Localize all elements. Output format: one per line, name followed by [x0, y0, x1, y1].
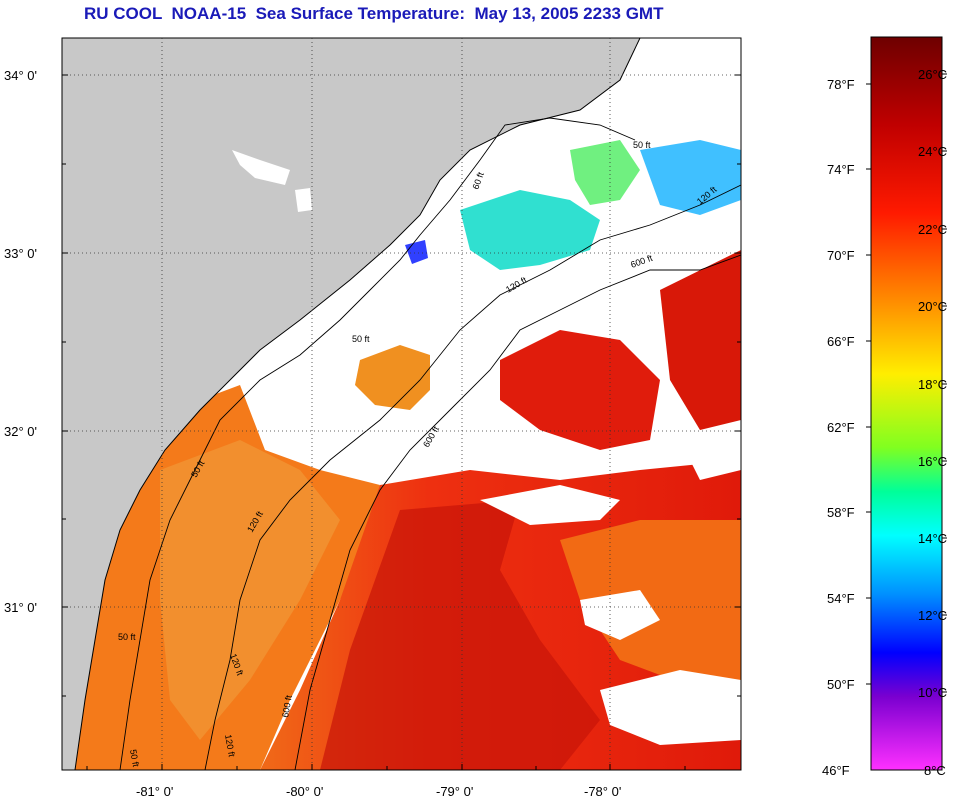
c-label: 14°C — [918, 531, 947, 546]
contour-120ft — [204, 184, 741, 770]
c-label: 24°C — [918, 144, 947, 159]
land-mass — [62, 38, 640, 770]
lat-label-33: 33° 0' — [4, 246, 37, 261]
colorbar-gradient — [870, 36, 943, 771]
inland-lake-2 — [295, 188, 312, 212]
fahrenheit-labels: 78°F 74°F 70°F 66°F 62°F 58°F 54°F 50°F … — [822, 77, 855, 778]
bathymetry-contours — [119, 117, 741, 770]
c-label: 10°C — [918, 685, 947, 700]
lon-label-81: -81° 0' — [136, 784, 173, 799]
lat-label-32: 32° 0' — [4, 424, 37, 439]
inshore-warm-band — [160, 440, 340, 740]
c-label: 22°C — [918, 222, 947, 237]
lon-label-78: -78° 0' — [584, 784, 621, 799]
f-label: 74°F — [827, 162, 855, 177]
map-title: RU COOL NOAA-15 Sea Surface Temperature:… — [84, 4, 664, 23]
orange-patch-midshelf — [355, 345, 430, 410]
c-label: 12°C — [918, 608, 947, 623]
f-label: 62°F — [827, 420, 855, 435]
contour-label: 50 ft — [352, 334, 370, 344]
cloud-patches — [420, 280, 741, 745]
c-label: 16°C — [918, 454, 947, 469]
f-label: 70°F — [827, 248, 855, 263]
contour-label: 600 ft — [280, 694, 294, 718]
longitude-labels: -81° 0' -80° 0' -79° 0' -78° 0' — [136, 784, 621, 799]
lat-label-31: 31° 0' — [4, 600, 37, 615]
cold-water-patch-2 — [570, 140, 640, 205]
cold-water-patch-3 — [640, 140, 741, 215]
contour-label: 120 ft — [223, 734, 237, 758]
colorbar-ticks — [866, 73, 947, 693]
lat-label-34: 34° 0' — [4, 68, 37, 83]
cold-water-patch — [460, 190, 600, 270]
c-label: 26°C — [918, 67, 947, 82]
contour-label: 50 ft — [128, 749, 141, 768]
lon-label-79: -79° 0' — [436, 784, 473, 799]
core-dark-region — [320, 500, 600, 770]
coastline — [74, 38, 641, 770]
lon-label-80: -80° 0' — [286, 784, 323, 799]
contour-label: 50 ft — [118, 632, 136, 642]
c-label: 8°C — [924, 763, 946, 778]
map-border — [61, 37, 742, 771]
f-label: 66°F — [827, 334, 855, 349]
tick-marks — [62, 74, 741, 770]
c-label: 18°C — [918, 377, 947, 392]
celsius-labels: 26°C 24°C 22°C 20°C 18°C 16°C 14°C 12°C … — [918, 67, 947, 778]
map-panel — [62, 38, 741, 770]
gulf-stream-offshore-patch — [500, 330, 660, 450]
c-label: 20°C — [918, 299, 947, 314]
gulf-stream-offshore-patch-2 — [660, 250, 741, 430]
f-label: 50°F — [827, 677, 855, 692]
f-label: 54°F — [827, 591, 855, 606]
contour-labels: 50 ft 60 ft 120 ft 600 ft 50 ft 120 ft 6… — [118, 140, 719, 768]
latitude-labels: 34° 0' 33° 0' 32° 0' 31° 0' — [4, 68, 37, 615]
inland-lake — [232, 150, 290, 185]
contour-600ft — [294, 254, 741, 770]
contour-label: 50 ft — [633, 140, 651, 150]
color-scale: 78°F 74°F 70°F 66°F 62°F 58°F 54°F 50°F … — [822, 36, 947, 778]
f-label: 78°F — [827, 77, 855, 92]
offshore-orange-region — [560, 520, 741, 690]
contour-50ft — [119, 117, 636, 770]
f-label: 46°F — [822, 763, 850, 778]
f-label: 58°F — [827, 505, 855, 520]
